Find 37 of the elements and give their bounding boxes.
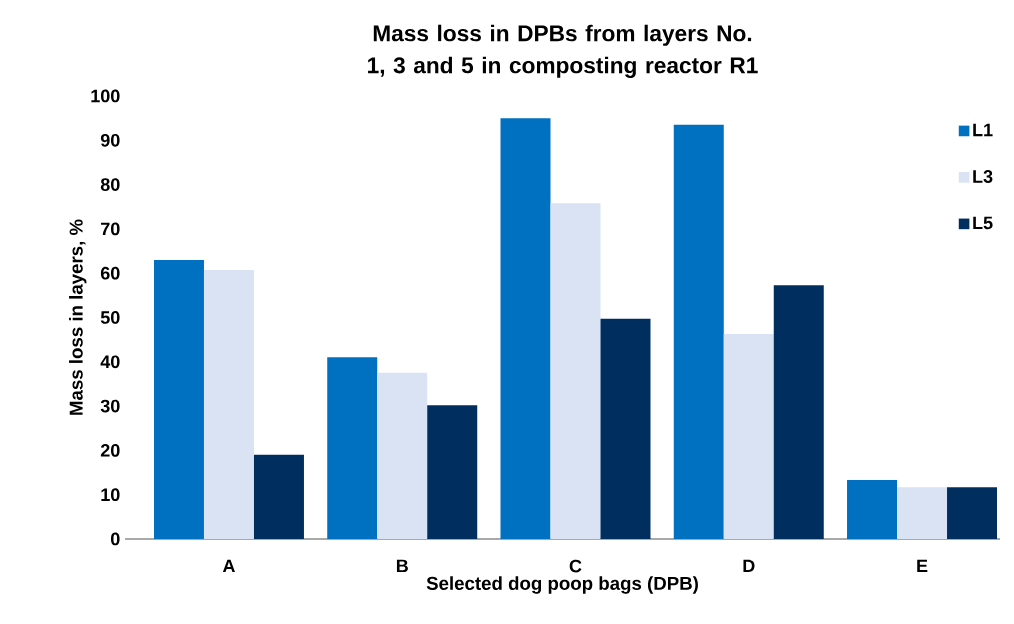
bar <box>153 259 204 539</box>
y-tick-label: 50 <box>100 311 120 324</box>
y-tick-label: 100 <box>91 89 120 103</box>
y-tick-label: 60 <box>100 266 120 280</box>
bar <box>550 203 601 539</box>
x-tick-label: C <box>569 559 582 573</box>
bar <box>500 118 551 539</box>
y-axis-title: Mass loss in layers, % <box>69 219 87 415</box>
bar <box>427 405 478 539</box>
bar <box>847 480 898 539</box>
y-tick-label: 80 <box>100 178 120 191</box>
bar <box>327 357 378 539</box>
bar <box>773 285 824 539</box>
bar <box>897 487 948 539</box>
bar <box>673 124 724 539</box>
y-tick-label: 90 <box>100 133 120 147</box>
x-axis-title: Selected dog poop bags (DPB) <box>426 576 698 594</box>
y-tick-label: 0 <box>111 532 120 546</box>
legend-label: L5 <box>973 216 993 230</box>
x-tick-label: A <box>222 559 235 573</box>
bar <box>203 270 254 539</box>
y-tick-label: 10 <box>101 488 120 502</box>
x-tick-label: B <box>396 559 408 573</box>
chart-title: Mass loss in DPBs from layers No. 1, 3 and 5 in composting reactor R1 <box>368 24 758 78</box>
bar <box>947 487 998 539</box>
bar <box>723 333 774 539</box>
y-tick-label: 30 <box>100 399 120 413</box>
x-tick-label: E <box>917 559 928 573</box>
legend-label: L3 <box>973 170 993 183</box>
legend-label: L1 <box>973 123 993 137</box>
y-tick-label: 40 <box>100 355 120 369</box>
x-tick-label: D <box>743 559 755 573</box>
bar <box>377 372 428 539</box>
bar <box>253 454 304 539</box>
y-tick-label: 20 <box>100 444 120 457</box>
bar <box>600 318 651 539</box>
y-tick-label: 70 <box>101 222 120 236</box>
